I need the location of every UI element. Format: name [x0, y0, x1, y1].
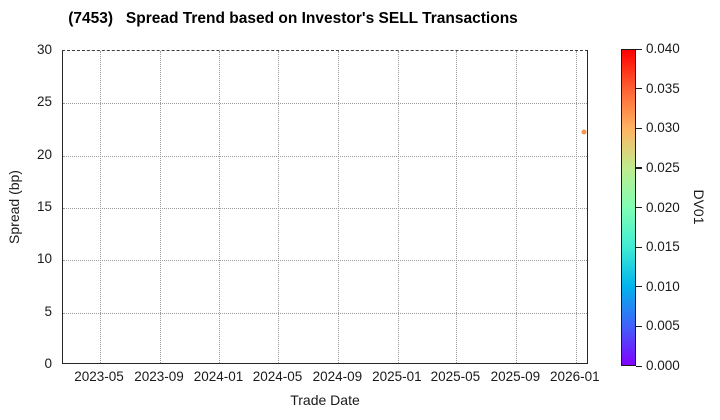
y-gridline: [63, 103, 587, 105]
colorbar-tick-label: 0.020: [646, 199, 680, 215]
y-gridline: [63, 312, 587, 314]
colorbar-tick: [636, 365, 642, 367]
colorbar-tick: [636, 167, 642, 169]
colorbar-tick: [636, 246, 642, 248]
x-axis-label: Trade Date: [290, 392, 360, 408]
scatter-point: [581, 129, 587, 135]
colorbar-tick-label: 0.000: [646, 358, 680, 373]
x-gridline: [456, 51, 458, 363]
x-gridline: [219, 51, 221, 363]
colorbar-tick-label: 0.015: [646, 239, 680, 255]
x-tick-label: 2025-05: [430, 369, 481, 384]
x-tick-label: 2025-09: [490, 369, 541, 384]
x-tick-label: 2024-05: [252, 369, 303, 384]
x-tick-label: 2024-09: [312, 369, 363, 384]
x-gridline: [338, 51, 340, 363]
x-gridline: [575, 51, 577, 363]
x-gridline: [397, 51, 399, 363]
y-tick-label: 25: [36, 94, 52, 110]
y-tick-label: 5: [44, 303, 52, 319]
x-tick-label: 2023-09: [134, 369, 184, 384]
y-tick-label: 10: [36, 251, 52, 267]
colorbar-tick-label: 0.025: [646, 159, 680, 175]
x-gridline: [160, 51, 161, 363]
colorbar-tick: [636, 48, 642, 50]
y-tick-label: 30: [36, 42, 52, 57]
x-tick-label: 2026-01: [550, 369, 600, 384]
colorbar-tick: [636, 127, 642, 129]
y-gridline: [63, 208, 587, 209]
x-gridline: [100, 51, 102, 363]
x-tick-label: 2024-01: [193, 369, 244, 384]
colorbar-tick: [636, 325, 642, 328]
colorbar-gradient: [621, 49, 636, 366]
colorbar-tick: [636, 286, 642, 288]
x-tick-label: 2023-05: [74, 369, 124, 384]
colorbar-tick-label: 0.005: [646, 318, 680, 334]
colorbar-tick-label: 0.040: [646, 41, 680, 56]
y-gridline: [63, 155, 587, 157]
colorbar-tick-label: 0.010: [646, 278, 680, 294]
x-gridline: [516, 51, 518, 363]
y-tick-label: 15: [36, 199, 52, 214]
x-tick-label: 2025-01: [372, 369, 422, 384]
colorbar-tick-label: 0.030: [646, 120, 680, 136]
y-gridline: [63, 260, 587, 262]
colorbar-tick-label: 0.035: [646, 80, 680, 96]
chart-title: (7453) Spread Trend based on Investor's …: [68, 10, 518, 27]
colorbar-label: DV01: [691, 189, 707, 225]
colorbar-tick: [636, 88, 642, 90]
x-gridline: [278, 51, 280, 363]
colorbar-tick: [636, 207, 642, 209]
plot-area: [62, 50, 588, 364]
y-tick-label: 20: [36, 146, 52, 162]
y-tick-label: 0: [44, 356, 52, 371]
